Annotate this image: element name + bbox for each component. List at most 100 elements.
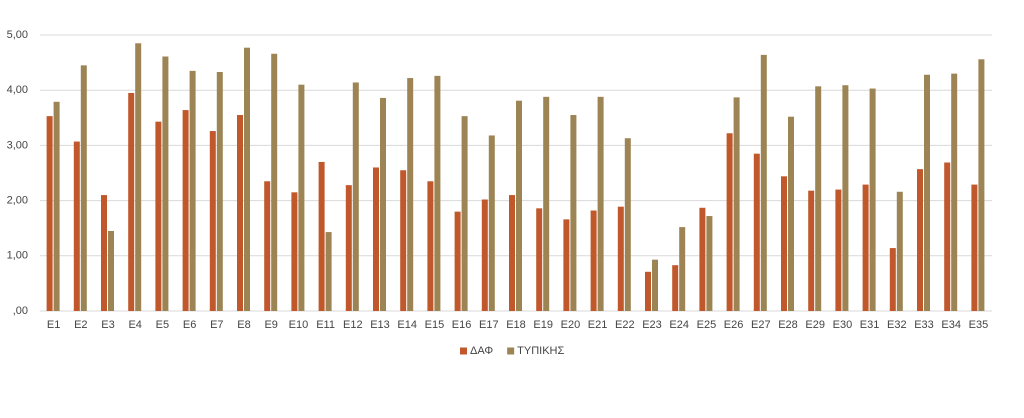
bar [101,195,107,311]
x-tick-label: E2 [74,319,87,331]
bar [597,96,604,311]
x-tick-label: E16 [452,319,472,331]
bar [896,191,903,311]
bar [672,265,679,311]
x-tick-label: E28 [778,319,798,331]
bar [978,59,985,312]
bar [889,248,896,311]
x-tick-label: E12 [343,319,363,331]
legend-label: ΤΥΠΙΚΗΣ [517,345,564,357]
bar [80,65,87,311]
bar [271,53,278,311]
y-tick-label: 1,00 [7,250,28,262]
x-tick-label: E14 [397,319,417,331]
x-tick-label: E32 [887,319,907,331]
y-tick-label: ,00 [13,305,28,317]
y-tick-label: 3,00 [7,139,28,151]
bar [924,74,930,311]
bar [706,216,713,311]
bar [216,71,223,311]
bar [135,43,142,311]
bar [427,181,434,311]
x-tick-label: E3 [101,319,114,331]
bar [808,190,815,311]
bar [760,54,767,311]
bar [325,232,332,311]
x-tick-label: E19 [533,319,553,331]
x-tick-label: E5 [156,319,169,331]
legend-swatch [507,347,515,355]
bar [753,153,760,311]
x-tick-label: E33 [914,319,934,331]
bar [264,181,271,311]
x-tick-label: E31 [860,319,880,331]
bar [869,88,876,311]
x-tick-label: E22 [615,319,635,331]
bar [781,176,787,311]
x-tick-label: E17 [479,319,499,331]
bar [842,85,849,312]
x-tick-label: E34 [941,319,961,331]
bar [128,92,135,312]
bar [733,97,740,311]
bar [488,135,495,311]
x-tick-label: E25 [697,319,717,331]
bar [454,211,461,311]
x-tick-label: E10 [289,319,309,331]
x-tick-label: E30 [833,319,853,331]
bar [400,170,407,311]
bar [182,110,189,312]
bar [971,184,978,311]
bar [373,167,379,311]
bar [944,162,951,311]
bar [835,189,842,311]
bar [679,227,686,311]
bar [155,121,162,311]
bar [536,208,543,311]
bar [917,169,923,311]
x-tick-label: E35 [969,319,989,331]
bar [189,70,196,311]
bar [73,141,80,311]
bar [645,271,651,311]
x-tick-label: E15 [425,319,445,331]
bar [788,116,794,311]
bar [461,116,468,311]
x-tick-label: E13 [370,319,390,331]
bar [380,97,386,311]
bar [291,192,298,311]
bar [624,138,631,311]
y-tick-label: 4,00 [7,84,28,96]
x-tick-label: E1 [47,319,60,331]
bar [815,86,822,311]
bar [563,219,570,311]
x-tick-label: E29 [805,319,825,331]
bar [617,206,624,311]
y-tick-label: 5,00 [7,29,28,41]
x-tick-label: E24 [669,319,689,331]
x-tick-label: E27 [751,319,771,331]
x-tick-label: E21 [588,319,608,331]
bar [244,47,250,312]
bar [162,56,169,311]
bar [298,84,305,312]
legend-swatch [460,347,467,355]
bar [434,75,441,312]
bar [53,101,60,312]
bar [862,184,869,311]
bar [726,133,733,311]
x-tick-label: E8 [237,319,250,331]
bar [352,82,359,311]
x-tick-label: E23 [642,319,662,331]
legend-label: ΔΑΦ [470,345,493,357]
bar [237,115,243,311]
bar [209,131,216,311]
x-tick-label: E20 [561,319,581,331]
bar [509,195,515,311]
bar [699,207,706,311]
x-tick-label: E4 [128,319,141,331]
bar [46,116,53,311]
x-tick-label: E6 [183,319,196,331]
bar [407,78,414,311]
